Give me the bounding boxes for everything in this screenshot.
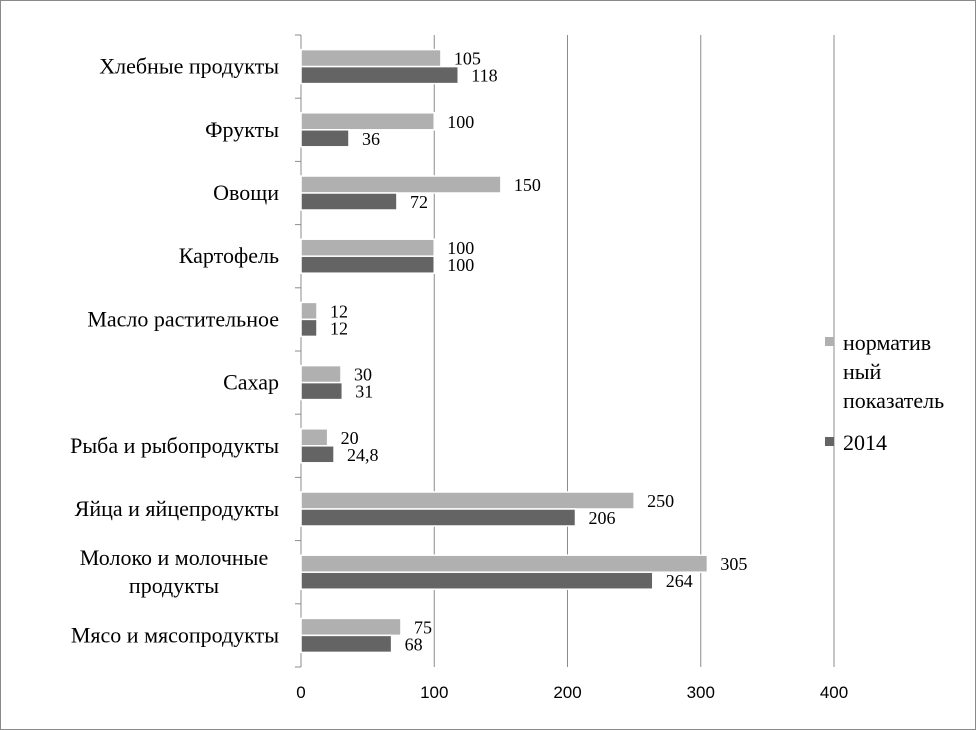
data-label: 24,8: [347, 445, 379, 465]
data-label: 72: [410, 192, 428, 212]
bar-norm: [300, 364, 342, 384]
bar-2014: [300, 571, 654, 590]
data-label: 264: [666, 571, 693, 591]
data-label: 75: [414, 617, 432, 637]
data-label: 31: [355, 382, 373, 402]
data-label: 105: [454, 49, 481, 69]
data-label: 68: [405, 634, 423, 654]
bar-norm: [300, 175, 502, 194]
data-label: 36: [362, 129, 380, 149]
x-tick-label: 100: [420, 683, 448, 702]
data-label: 100: [447, 112, 474, 132]
bar-norm: [300, 238, 435, 257]
bar-2014: [300, 129, 350, 148]
legend-swatch: [825, 337, 834, 346]
data-label: 100: [447, 255, 474, 275]
data-label: 250: [647, 491, 674, 511]
data-label: 100: [447, 238, 474, 258]
legend-swatch: [825, 437, 834, 446]
x-tick-label: 400: [820, 683, 848, 702]
data-label: 12: [330, 318, 348, 338]
category-label: Овощи: [213, 180, 279, 205]
data-label: 118: [471, 66, 497, 86]
data-label: 206: [588, 508, 615, 528]
category-label: Хлебные продукты: [99, 54, 279, 79]
bar-2014: [300, 192, 398, 211]
legend-label: норматив: [843, 330, 931, 355]
data-label: 20: [341, 428, 359, 448]
x-tick-label: 300: [687, 683, 715, 702]
category-label: Яйца и яйцепродукты: [75, 496, 280, 521]
category-label: продукты: [129, 573, 219, 598]
category-label: Сахар: [223, 370, 279, 395]
legend-label: показатель: [843, 388, 944, 413]
data-label: 305: [720, 554, 747, 574]
bar-2014: [300, 381, 344, 401]
category-label: Картофель: [179, 243, 279, 268]
bar-norm: [300, 554, 709, 573]
bar-2014: [300, 318, 318, 338]
bar-2014: [300, 445, 335, 464]
category-label: Молоко и молочные: [80, 545, 268, 570]
category-label: Рыба и рыбопродукты: [70, 433, 279, 458]
data-label: 12: [330, 301, 348, 321]
bar-2014: [300, 255, 435, 274]
bar-2014: [300, 508, 577, 527]
bar-norm: [300, 112, 435, 131]
bar-2014: [300, 65, 459, 85]
bar-norm: [300, 48, 442, 68]
category-label: Фрукты: [205, 117, 279, 142]
bar-norm: [300, 301, 318, 321]
bar-2014: [300, 634, 393, 654]
bar-norm: [300, 617, 402, 637]
data-label: 150: [514, 175, 541, 195]
legend-label: ный: [843, 359, 882, 384]
category-label: Мясо и мясопродукты: [71, 622, 279, 647]
x-tick-label: 200: [553, 683, 581, 702]
category-label: Масло растительное: [87, 306, 279, 331]
legend-label: 2014: [843, 430, 887, 455]
bar-norm: [300, 491, 635, 510]
bar-norm: [300, 428, 329, 447]
data-label: 30: [354, 365, 372, 385]
x-tick-label: 0: [296, 683, 305, 702]
